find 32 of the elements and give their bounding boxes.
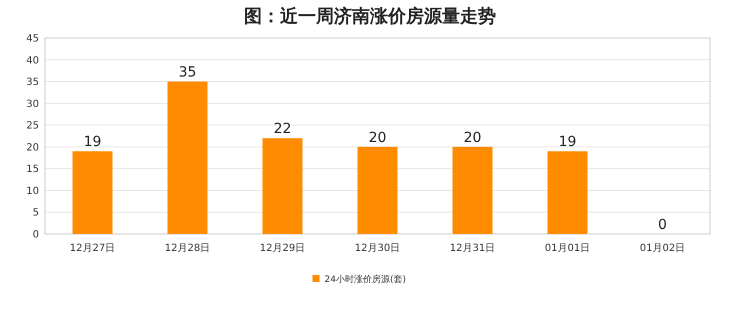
bar — [452, 146, 492, 234]
x-tick-label: 12月31日 — [450, 243, 496, 254]
x-tick-label: 01月01日 — [544, 243, 590, 254]
legend-label: 24小时涨价房源(套) — [324, 274, 406, 285]
y-tick-label: 25 — [26, 120, 39, 132]
bar — [358, 146, 398, 234]
bar — [168, 82, 208, 234]
y-tick-label: 45 — [26, 34, 39, 44]
x-tick-label: 12月30日 — [354, 243, 400, 254]
y-tick-label: 10 — [26, 186, 39, 197]
bar — [262, 138, 302, 234]
data-label: 0 — [658, 217, 667, 233]
data-label: 20 — [368, 130, 386, 146]
y-tick-label: 0 — [32, 230, 39, 240]
y-tick-label: 20 — [26, 142, 39, 154]
x-tick-label: 12月27日 — [70, 243, 116, 254]
data-label: 19 — [558, 134, 576, 150]
x-tick-label: 12月28日 — [164, 243, 210, 254]
y-tick-label: 30 — [26, 98, 39, 110]
y-tick-label: 35 — [26, 77, 39, 88]
y-tick-label: 5 — [32, 208, 39, 219]
data-label: 35 — [178, 64, 196, 81]
chart-title: 图：近一周济南涨价房源量走势 — [244, 6, 496, 27]
bar — [548, 151, 588, 234]
x-tick-label: 12月29日 — [260, 243, 306, 254]
y-tick-label: 15 — [26, 164, 39, 176]
data-label: 20 — [464, 130, 482, 146]
data-label: 22 — [274, 121, 292, 138]
y-tick-label: 40 — [26, 55, 39, 66]
data-label: 19 — [84, 134, 102, 150]
bar — [72, 151, 112, 234]
x-tick-label: 01月02日 — [640, 243, 686, 254]
